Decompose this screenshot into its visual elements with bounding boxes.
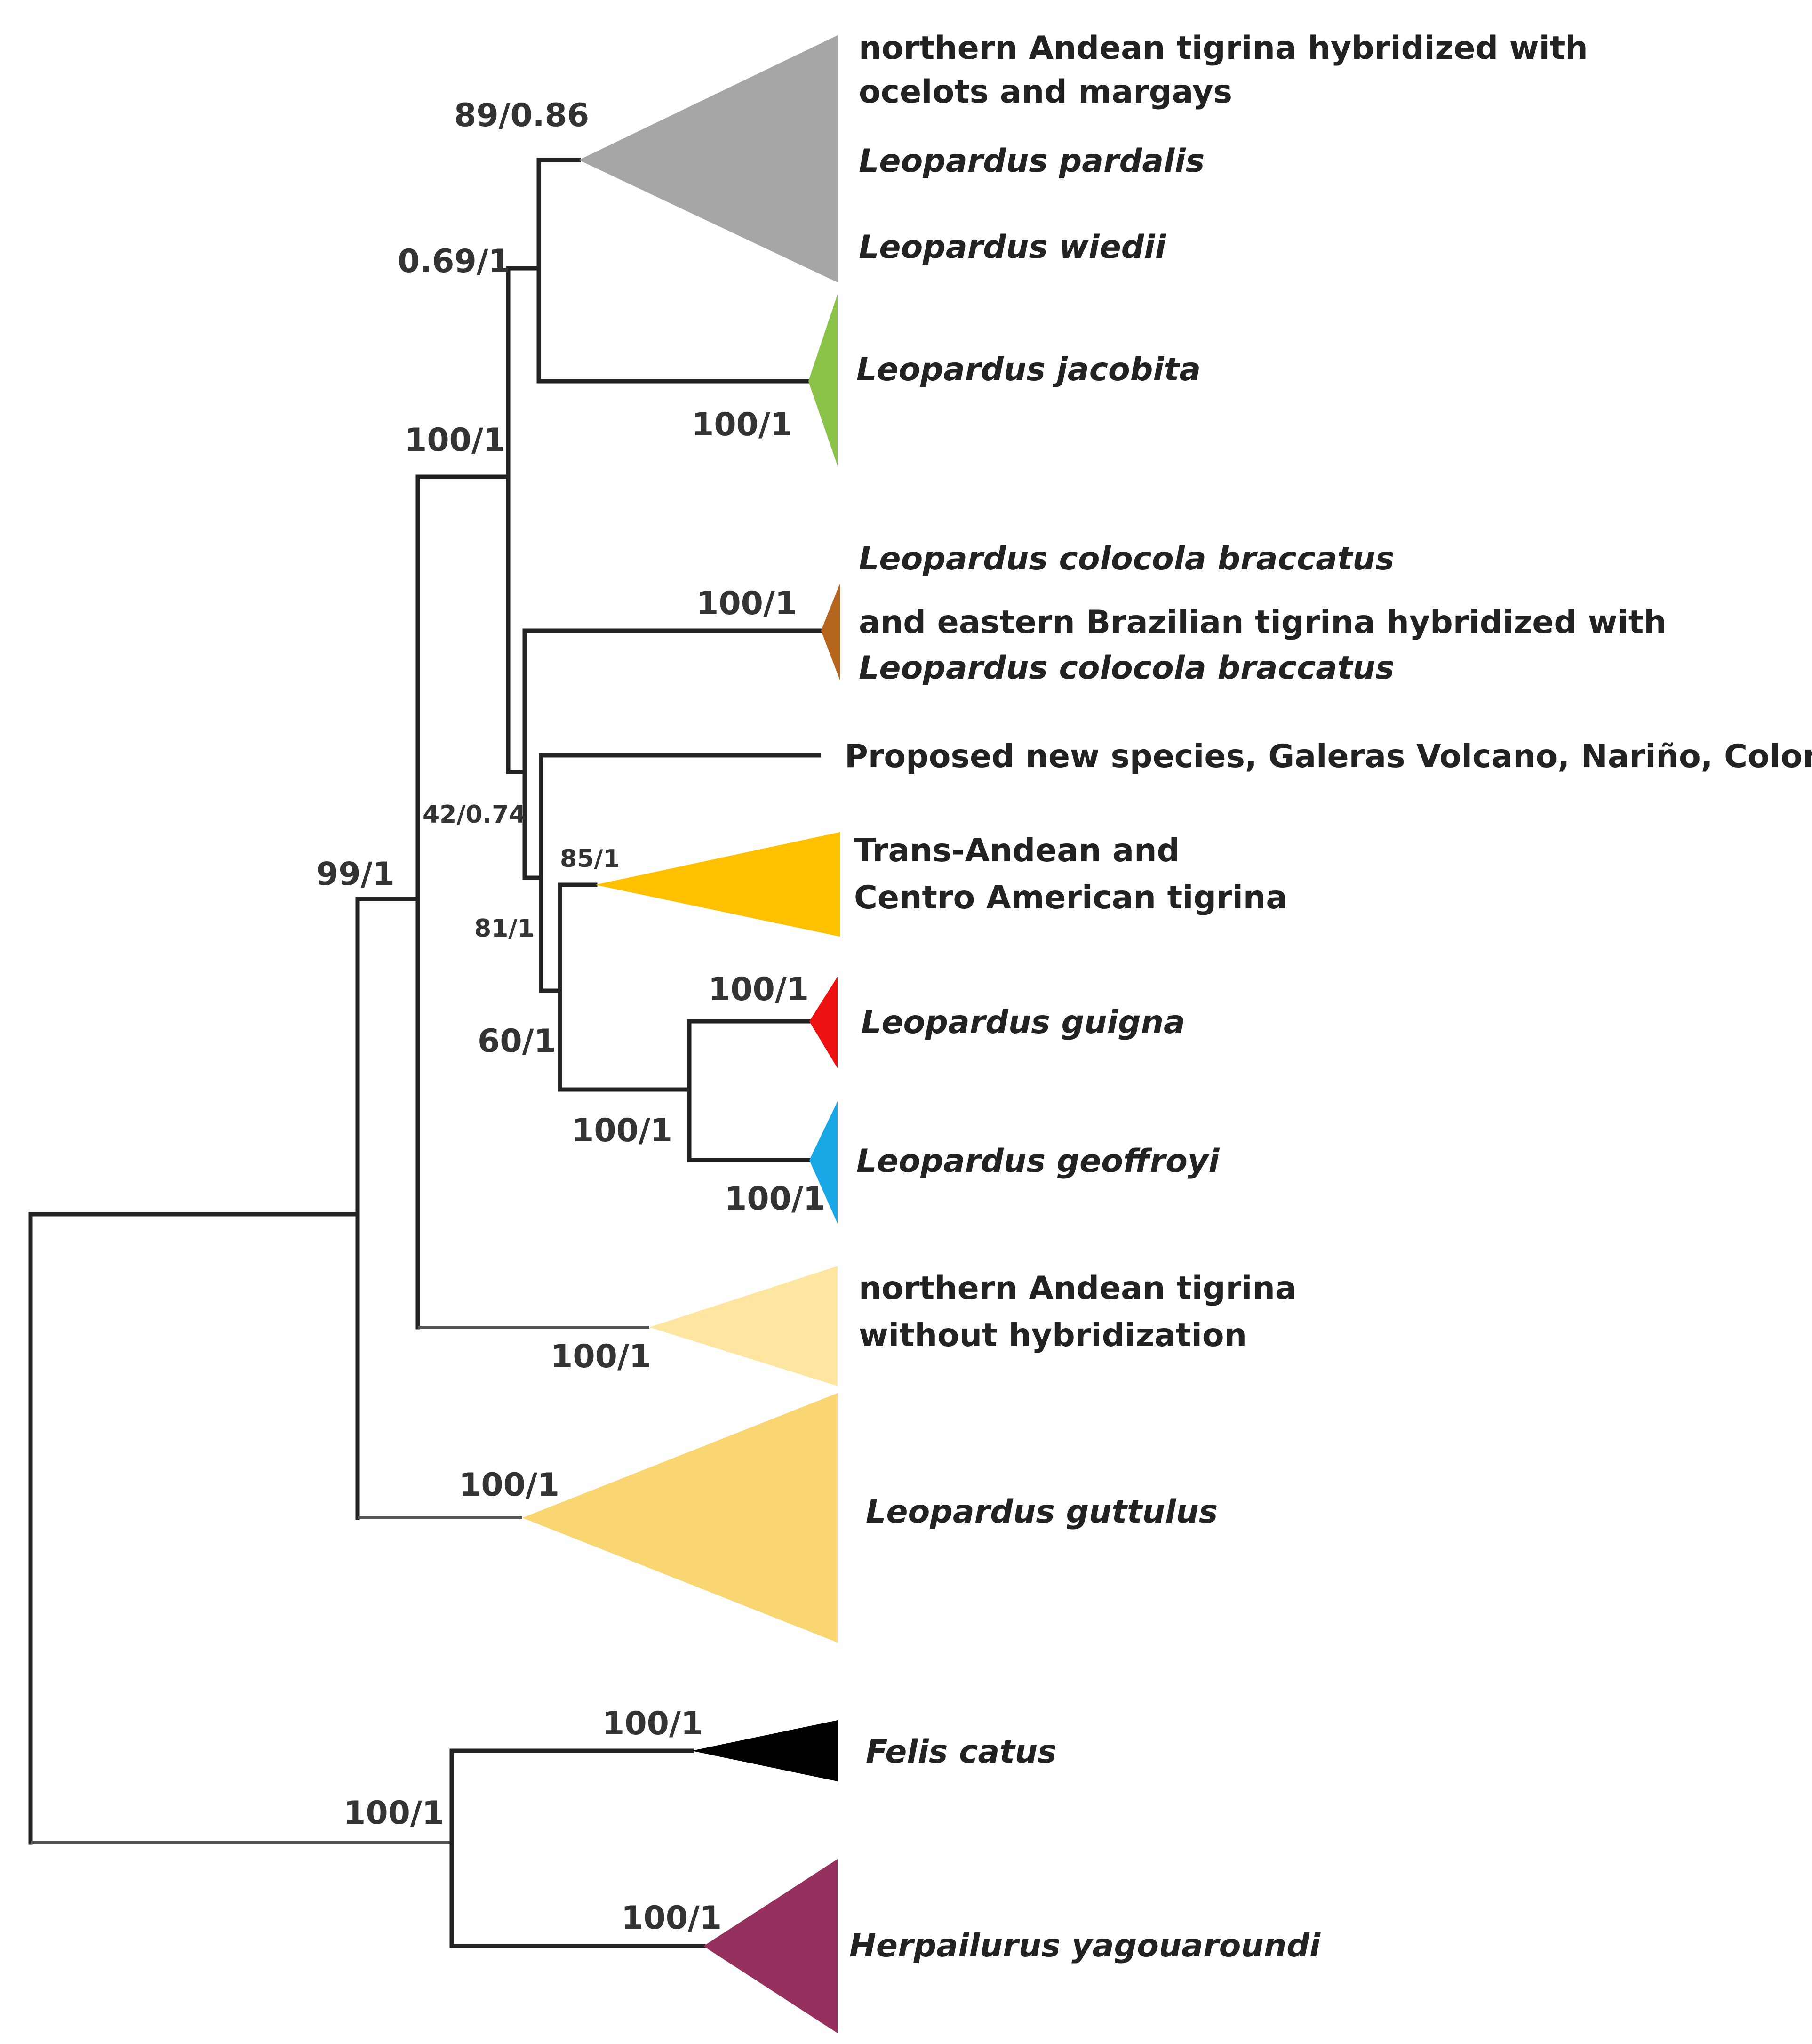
- label-herpailurus-yagouaroundi: Herpailurus yagouaroundi: [849, 1927, 1321, 1964]
- support-pardalis-wiedii: 89/0.86: [454, 97, 589, 134]
- clade-labels: northern Andean tigrina hybridized with …: [845, 30, 1812, 1964]
- support-jacobita: 100/1: [692, 406, 792, 443]
- guttulus-clade-triangle: [522, 1393, 838, 1643]
- label-pardalis-wiedii-line2: ocelots and margays: [859, 73, 1232, 111]
- label-colocola-line3: Leopardus colocola braccatus: [859, 649, 1394, 687]
- support-felis-herpailurus-node: 100/1: [343, 1795, 444, 1832]
- label-northern-andean-line2: without hybridization: [859, 1317, 1247, 1354]
- label-new-species: Proposed new species, Galeras Volcano, N…: [845, 738, 1812, 775]
- support-values: 89/0.86 0.69/1 100/1 100/1 100/1 42/0.74…: [316, 97, 825, 1937]
- jacobita-clade-triangle: [808, 294, 838, 466]
- felis-clade-triangle: [692, 1720, 838, 1781]
- label-northern-andean-line1: northern Andean tigrina: [859, 1270, 1297, 1307]
- northern-andean-clade-triangle: [649, 1266, 838, 1386]
- label-leopardus-jacobita: Leopardus jacobita: [856, 351, 1201, 388]
- label-colocola-line2: and eastern Brazilian tigrina hybridized…: [859, 604, 1667, 641]
- label-felis-catus: Felis catus: [866, 1733, 1057, 1771]
- guigna-clade-triangle: [809, 977, 838, 1068]
- support-trans-andean-group-node: 81/1: [474, 914, 535, 943]
- label-pardalis-wiedii-line1: northern Andean tigrina hybridized with: [859, 30, 1588, 67]
- label-leopardus-geoffroyi: Leopardus geoffroyi: [856, 1143, 1220, 1180]
- support-guigna-geoffroyi-node: 100/1: [572, 1112, 672, 1149]
- support-trans-andean: 85/1: [560, 845, 620, 873]
- support-core-leopardus-node: 100/1: [405, 422, 505, 459]
- tree-branches: [28, 158, 823, 1948]
- geoffroyi-clade-triangle: [809, 1101, 838, 1224]
- support-colocola: 100/1: [696, 585, 797, 622]
- support-guttulus: 100/1: [459, 1467, 559, 1504]
- label-trans-andean-line2: Centro American tigrina: [854, 879, 1287, 916]
- support-northern-andean: 100/1: [551, 1338, 651, 1375]
- label-trans-andean-line1: Trans-Andean and: [854, 832, 1180, 869]
- trans-andean-clade-triangle: [595, 832, 840, 937]
- label-leopardus-wiedii: Leopardus wiedii: [859, 229, 1167, 266]
- support-leopardus-minus-guttulus-node: 99/1: [316, 856, 395, 893]
- herpailurus-clade-triangle: [703, 1859, 838, 2033]
- pardalis-wiedii-clade-triangle: [579, 35, 838, 282]
- label-leopardus-guttulus: Leopardus guttulus: [866, 1493, 1218, 1531]
- support-guigna-geoffroyi-group-node: 60/1: [478, 1023, 556, 1060]
- label-leopardus-guigna: Leopardus guigna: [861, 1004, 1185, 1041]
- support-herpailurus: 100/1: [621, 1900, 722, 1937]
- support-geoffroyi: 100/1: [725, 1180, 825, 1218]
- clade-triangles: [522, 35, 840, 2033]
- support-guigna: 100/1: [708, 971, 809, 1008]
- support-pardalis-jacobita-node: 0.69/1: [398, 243, 511, 280]
- support-colocola-group-node: 42/0.74: [423, 801, 526, 829]
- support-felis: 100/1: [602, 1705, 703, 1742]
- label-colocola-line1: Leopardus colocola braccatus: [859, 540, 1394, 577]
- label-leopardus-pardalis: Leopardus pardalis: [859, 143, 1205, 180]
- colocola-clade-triangle: [821, 584, 840, 680]
